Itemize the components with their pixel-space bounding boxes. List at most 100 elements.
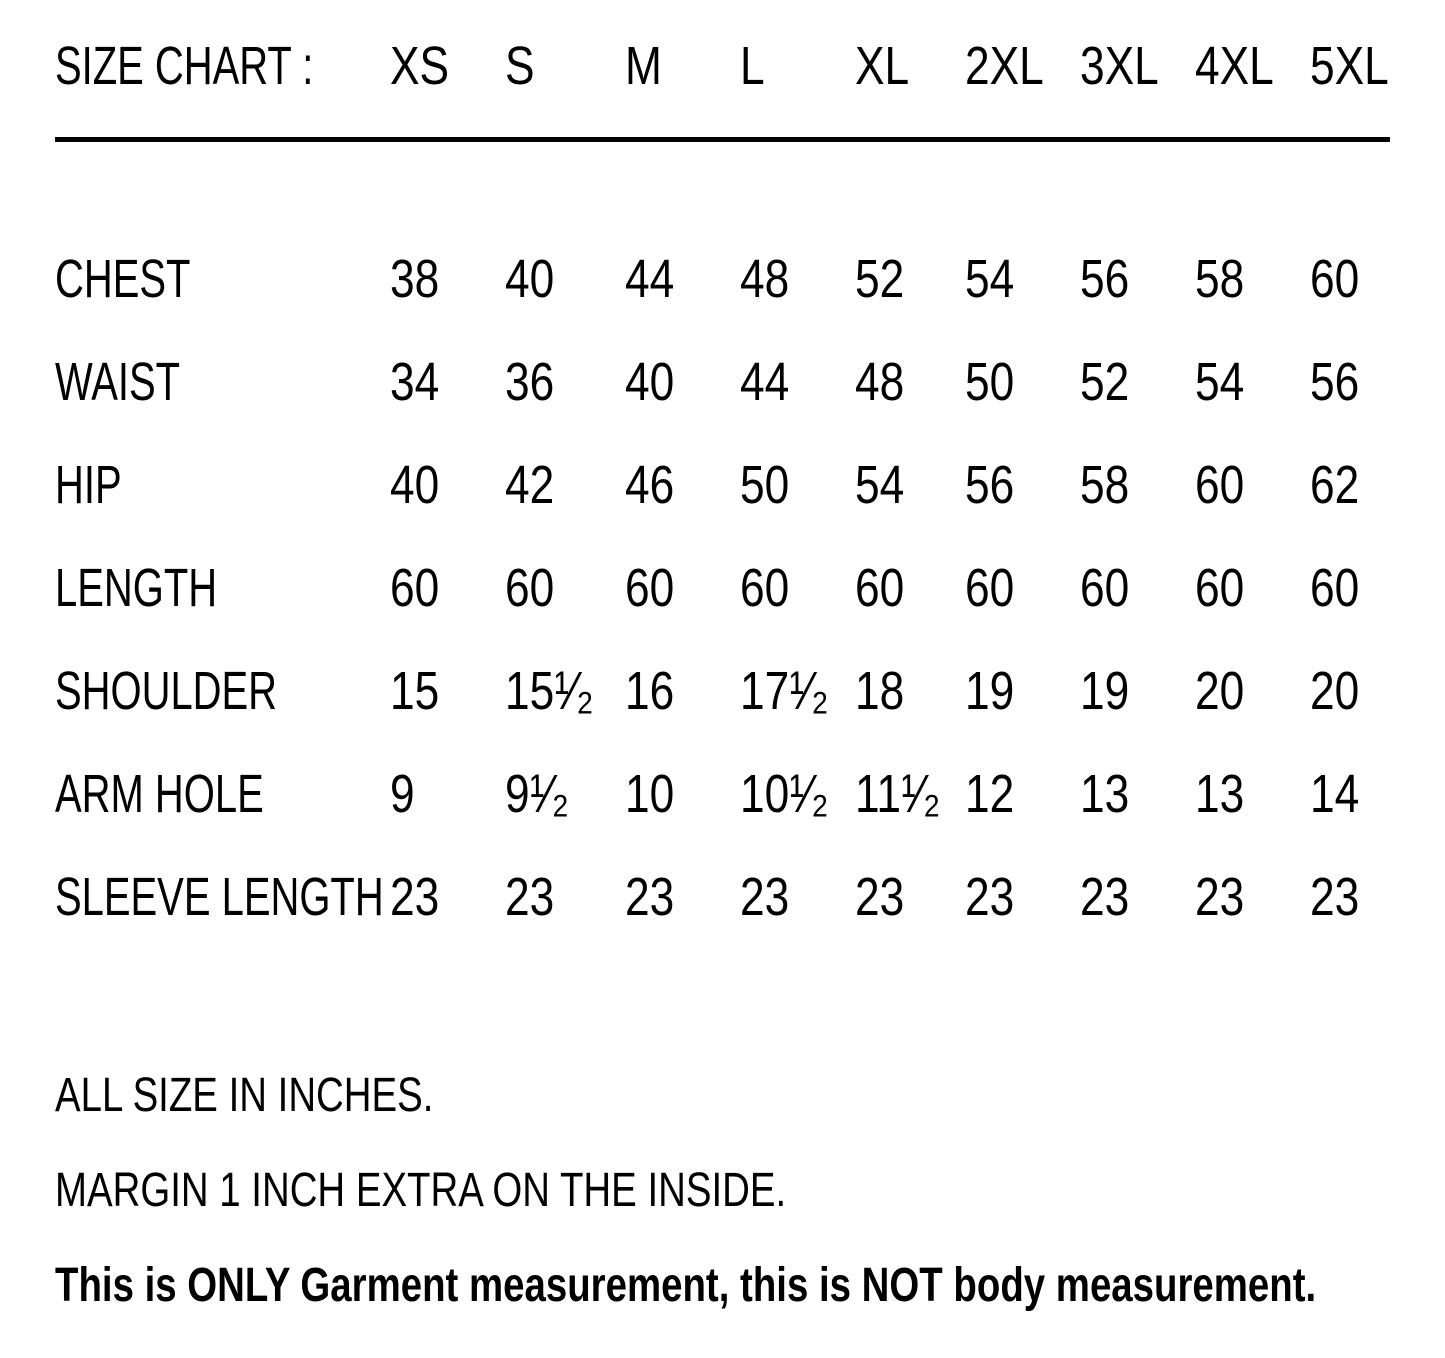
value-cell: 40 xyxy=(505,227,625,330)
value-cell: 60 xyxy=(625,536,740,639)
size-value: 52 xyxy=(855,248,905,309)
value-cell: 46 xyxy=(625,433,740,536)
size-value: 60 xyxy=(1080,557,1130,618)
value-cell: 23 xyxy=(1080,845,1195,948)
value-cell: 15 xyxy=(390,639,505,742)
size-value: 19 xyxy=(1080,660,1130,721)
size-chart-table: SIZE CHART : XS S M L XL 2XL 3XL 4XL 5XL… xyxy=(55,35,1390,948)
size-value: 10¹⁄₂ xyxy=(740,763,829,824)
value-cell: 52 xyxy=(1080,330,1195,433)
size-value: 15¹⁄₂ xyxy=(505,660,594,721)
row-label-cell: LENGTH xyxy=(55,536,390,639)
size-value: 19 xyxy=(965,660,1015,721)
size-value: 23 xyxy=(740,866,790,927)
column-header-2xl: 2XL xyxy=(965,35,1080,142)
value-cell: 62 xyxy=(1310,433,1390,536)
value-cell: 23 xyxy=(855,845,965,948)
row-label: SLEEVE LENGTH xyxy=(55,866,384,927)
spacer-row xyxy=(55,140,1390,228)
size-value: 9¹⁄₂ xyxy=(505,763,569,824)
value-cell: 40 xyxy=(625,330,740,433)
size-value: 14 xyxy=(1310,763,1360,824)
size-value: 60 xyxy=(390,557,440,618)
size-value: 60 xyxy=(1195,557,1245,618)
size-value: 46 xyxy=(625,454,675,515)
value-cell: 20 xyxy=(1195,639,1310,742)
value-cell: 23 xyxy=(390,845,505,948)
value-cell: 23 xyxy=(965,845,1080,948)
size-value: 48 xyxy=(740,248,790,309)
value-cell: 56 xyxy=(1310,330,1390,433)
table-row: ARM HOLE 9 9¹⁄₂ 10 10¹⁄₂ 11¹⁄₂ 12 13 13 14 xyxy=(55,742,1390,845)
value-cell: 60 xyxy=(855,536,965,639)
value-cell: 60 xyxy=(1080,536,1195,639)
row-label-cell: CHEST xyxy=(55,227,390,330)
size-value: 52 xyxy=(1080,351,1130,412)
size-chart-document: SIZE CHART : XS S M L XL 2XL 3XL 4XL 5XL… xyxy=(55,35,1390,1312)
page-title: SIZE CHART : xyxy=(55,36,314,96)
size-value: 60 xyxy=(505,557,555,618)
size-value: 60 xyxy=(1310,248,1360,309)
column-header-xs: XS xyxy=(390,35,505,142)
value-cell: 54 xyxy=(1195,330,1310,433)
column-header-l: L xyxy=(740,35,855,142)
header-row: SIZE CHART : XS S M L XL 2XL 3XL 4XL 5XL xyxy=(55,35,1390,142)
size-value: 23 xyxy=(1080,866,1130,927)
size-value: 58 xyxy=(1195,248,1245,309)
size-value: 60 xyxy=(625,557,675,618)
value-cell: 48 xyxy=(740,227,855,330)
size-value: 60 xyxy=(855,557,905,618)
value-cell: 44 xyxy=(740,330,855,433)
value-cell: 23 xyxy=(1310,845,1390,948)
value-cell: 16 xyxy=(625,639,740,742)
size-value: 50 xyxy=(740,454,790,515)
value-cell: 19 xyxy=(1080,639,1195,742)
table-row: CHEST 38 40 44 48 52 54 56 58 60 xyxy=(55,227,1390,330)
size-value: 40 xyxy=(390,454,440,515)
title-cell: SIZE CHART : xyxy=(55,35,390,142)
size-value: 54 xyxy=(965,248,1015,309)
value-cell: 14 xyxy=(1310,742,1390,845)
size-value: 40 xyxy=(625,351,675,412)
size-value: 54 xyxy=(1195,351,1245,412)
value-cell: 23 xyxy=(505,845,625,948)
value-cell: 60 xyxy=(1195,433,1310,536)
size-value: 23 xyxy=(390,866,440,927)
size-value: 20 xyxy=(1195,660,1245,721)
size-value: 44 xyxy=(625,248,675,309)
note-garment-measurement: This is ONLY Garment measurement, this i… xyxy=(55,1259,1317,1312)
size-value: 23 xyxy=(505,866,555,927)
size-value: 13 xyxy=(1080,763,1130,824)
size-value: 34 xyxy=(390,351,440,412)
size-value: 60 xyxy=(740,557,790,618)
size-value: 17¹⁄₂ xyxy=(740,660,829,721)
value-cell: 60 xyxy=(965,536,1080,639)
value-cell: 52 xyxy=(855,227,965,330)
size-value: 56 xyxy=(1310,351,1360,412)
size-value: 40 xyxy=(505,248,555,309)
value-cell: 34 xyxy=(390,330,505,433)
column-header-5xl: 5XL xyxy=(1310,35,1390,142)
size-value: 23 xyxy=(855,866,905,927)
value-cell: 18 xyxy=(855,639,965,742)
row-label-cell: WAIST xyxy=(55,330,390,433)
size-value: 13 xyxy=(1195,763,1245,824)
column-header-4xl: 4XL xyxy=(1195,35,1310,142)
column-header-3xl: 3XL xyxy=(1080,35,1195,142)
size-value: 42 xyxy=(505,454,555,515)
size-value: 11¹⁄₂ xyxy=(855,763,941,824)
value-cell: 60 xyxy=(1310,536,1390,639)
size-value: 9 xyxy=(390,763,415,824)
value-cell: 58 xyxy=(1080,433,1195,536)
value-cell: 54 xyxy=(855,433,965,536)
value-cell: 20 xyxy=(1310,639,1390,742)
value-cell: 54 xyxy=(965,227,1080,330)
row-label: CHEST xyxy=(55,248,191,309)
value-cell: 60 xyxy=(740,536,855,639)
row-label: ARM HOLE xyxy=(55,763,264,824)
row-label-cell: ARM HOLE xyxy=(55,742,390,845)
value-cell: 13 xyxy=(1080,742,1195,845)
value-cell: 9¹⁄₂ xyxy=(505,742,625,845)
value-cell: 42 xyxy=(505,433,625,536)
value-cell: 10¹⁄₂ xyxy=(740,742,855,845)
